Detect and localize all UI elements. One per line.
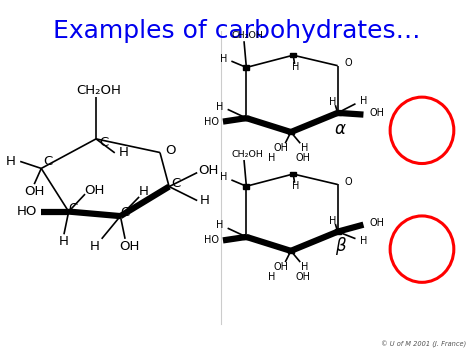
Text: H: H — [329, 216, 337, 226]
Bar — [290, 53, 296, 58]
Text: H: H — [360, 95, 367, 106]
Text: OH: OH — [295, 272, 310, 282]
Text: H: H — [216, 102, 223, 111]
Text: H: H — [139, 185, 149, 198]
Bar — [243, 116, 249, 120]
Text: H: H — [199, 194, 209, 207]
Text: H: H — [301, 262, 309, 272]
Text: OH: OH — [274, 262, 289, 272]
Text: C: C — [69, 202, 78, 214]
Bar — [335, 229, 341, 234]
Text: H: H — [220, 173, 228, 182]
Text: H: H — [268, 272, 276, 282]
Text: C: C — [44, 155, 53, 168]
Text: OH: OH — [119, 240, 140, 253]
Text: HO: HO — [204, 235, 219, 245]
Bar — [243, 235, 249, 239]
Text: H: H — [360, 236, 367, 246]
Text: CH₂OH: CH₂OH — [232, 150, 264, 159]
Text: OH: OH — [369, 108, 384, 118]
Text: OH: OH — [369, 218, 384, 228]
Text: OH: OH — [199, 164, 219, 178]
Bar — [288, 248, 294, 253]
Text: H: H — [301, 143, 309, 153]
Text: O: O — [344, 58, 352, 68]
Bar — [243, 65, 249, 70]
Text: OH: OH — [274, 143, 289, 153]
Text: O: O — [165, 144, 175, 157]
Text: H: H — [216, 220, 223, 230]
Text: H: H — [90, 240, 100, 253]
Text: β: β — [335, 237, 346, 255]
Text: C: C — [99, 136, 108, 149]
Bar — [335, 110, 341, 115]
Text: H: H — [268, 153, 276, 163]
Bar — [243, 184, 249, 189]
Text: OH: OH — [295, 153, 310, 163]
Text: C: C — [172, 176, 181, 190]
Text: CH₂OH: CH₂OH — [76, 84, 121, 97]
Text: Examples of carbohydrates…: Examples of carbohydrates… — [53, 18, 421, 43]
Text: © U of M 2001 (J. France): © U of M 2001 (J. France) — [381, 341, 466, 348]
Bar — [290, 172, 296, 176]
Text: OH: OH — [84, 184, 105, 197]
Text: OH: OH — [24, 185, 45, 198]
Text: H: H — [119, 146, 129, 159]
Text: HO: HO — [204, 116, 219, 127]
Text: H: H — [292, 181, 299, 191]
Text: H: H — [220, 54, 228, 64]
Text: CH₂OH: CH₂OH — [232, 31, 264, 40]
Bar — [288, 130, 294, 134]
Text: H: H — [329, 97, 337, 107]
Text: O: O — [344, 177, 352, 187]
Text: C: C — [120, 206, 130, 219]
Text: HO: HO — [16, 205, 36, 218]
Text: H: H — [6, 155, 16, 168]
Text: α: α — [335, 120, 346, 138]
Text: H: H — [59, 235, 69, 248]
Text: H: H — [292, 62, 299, 72]
